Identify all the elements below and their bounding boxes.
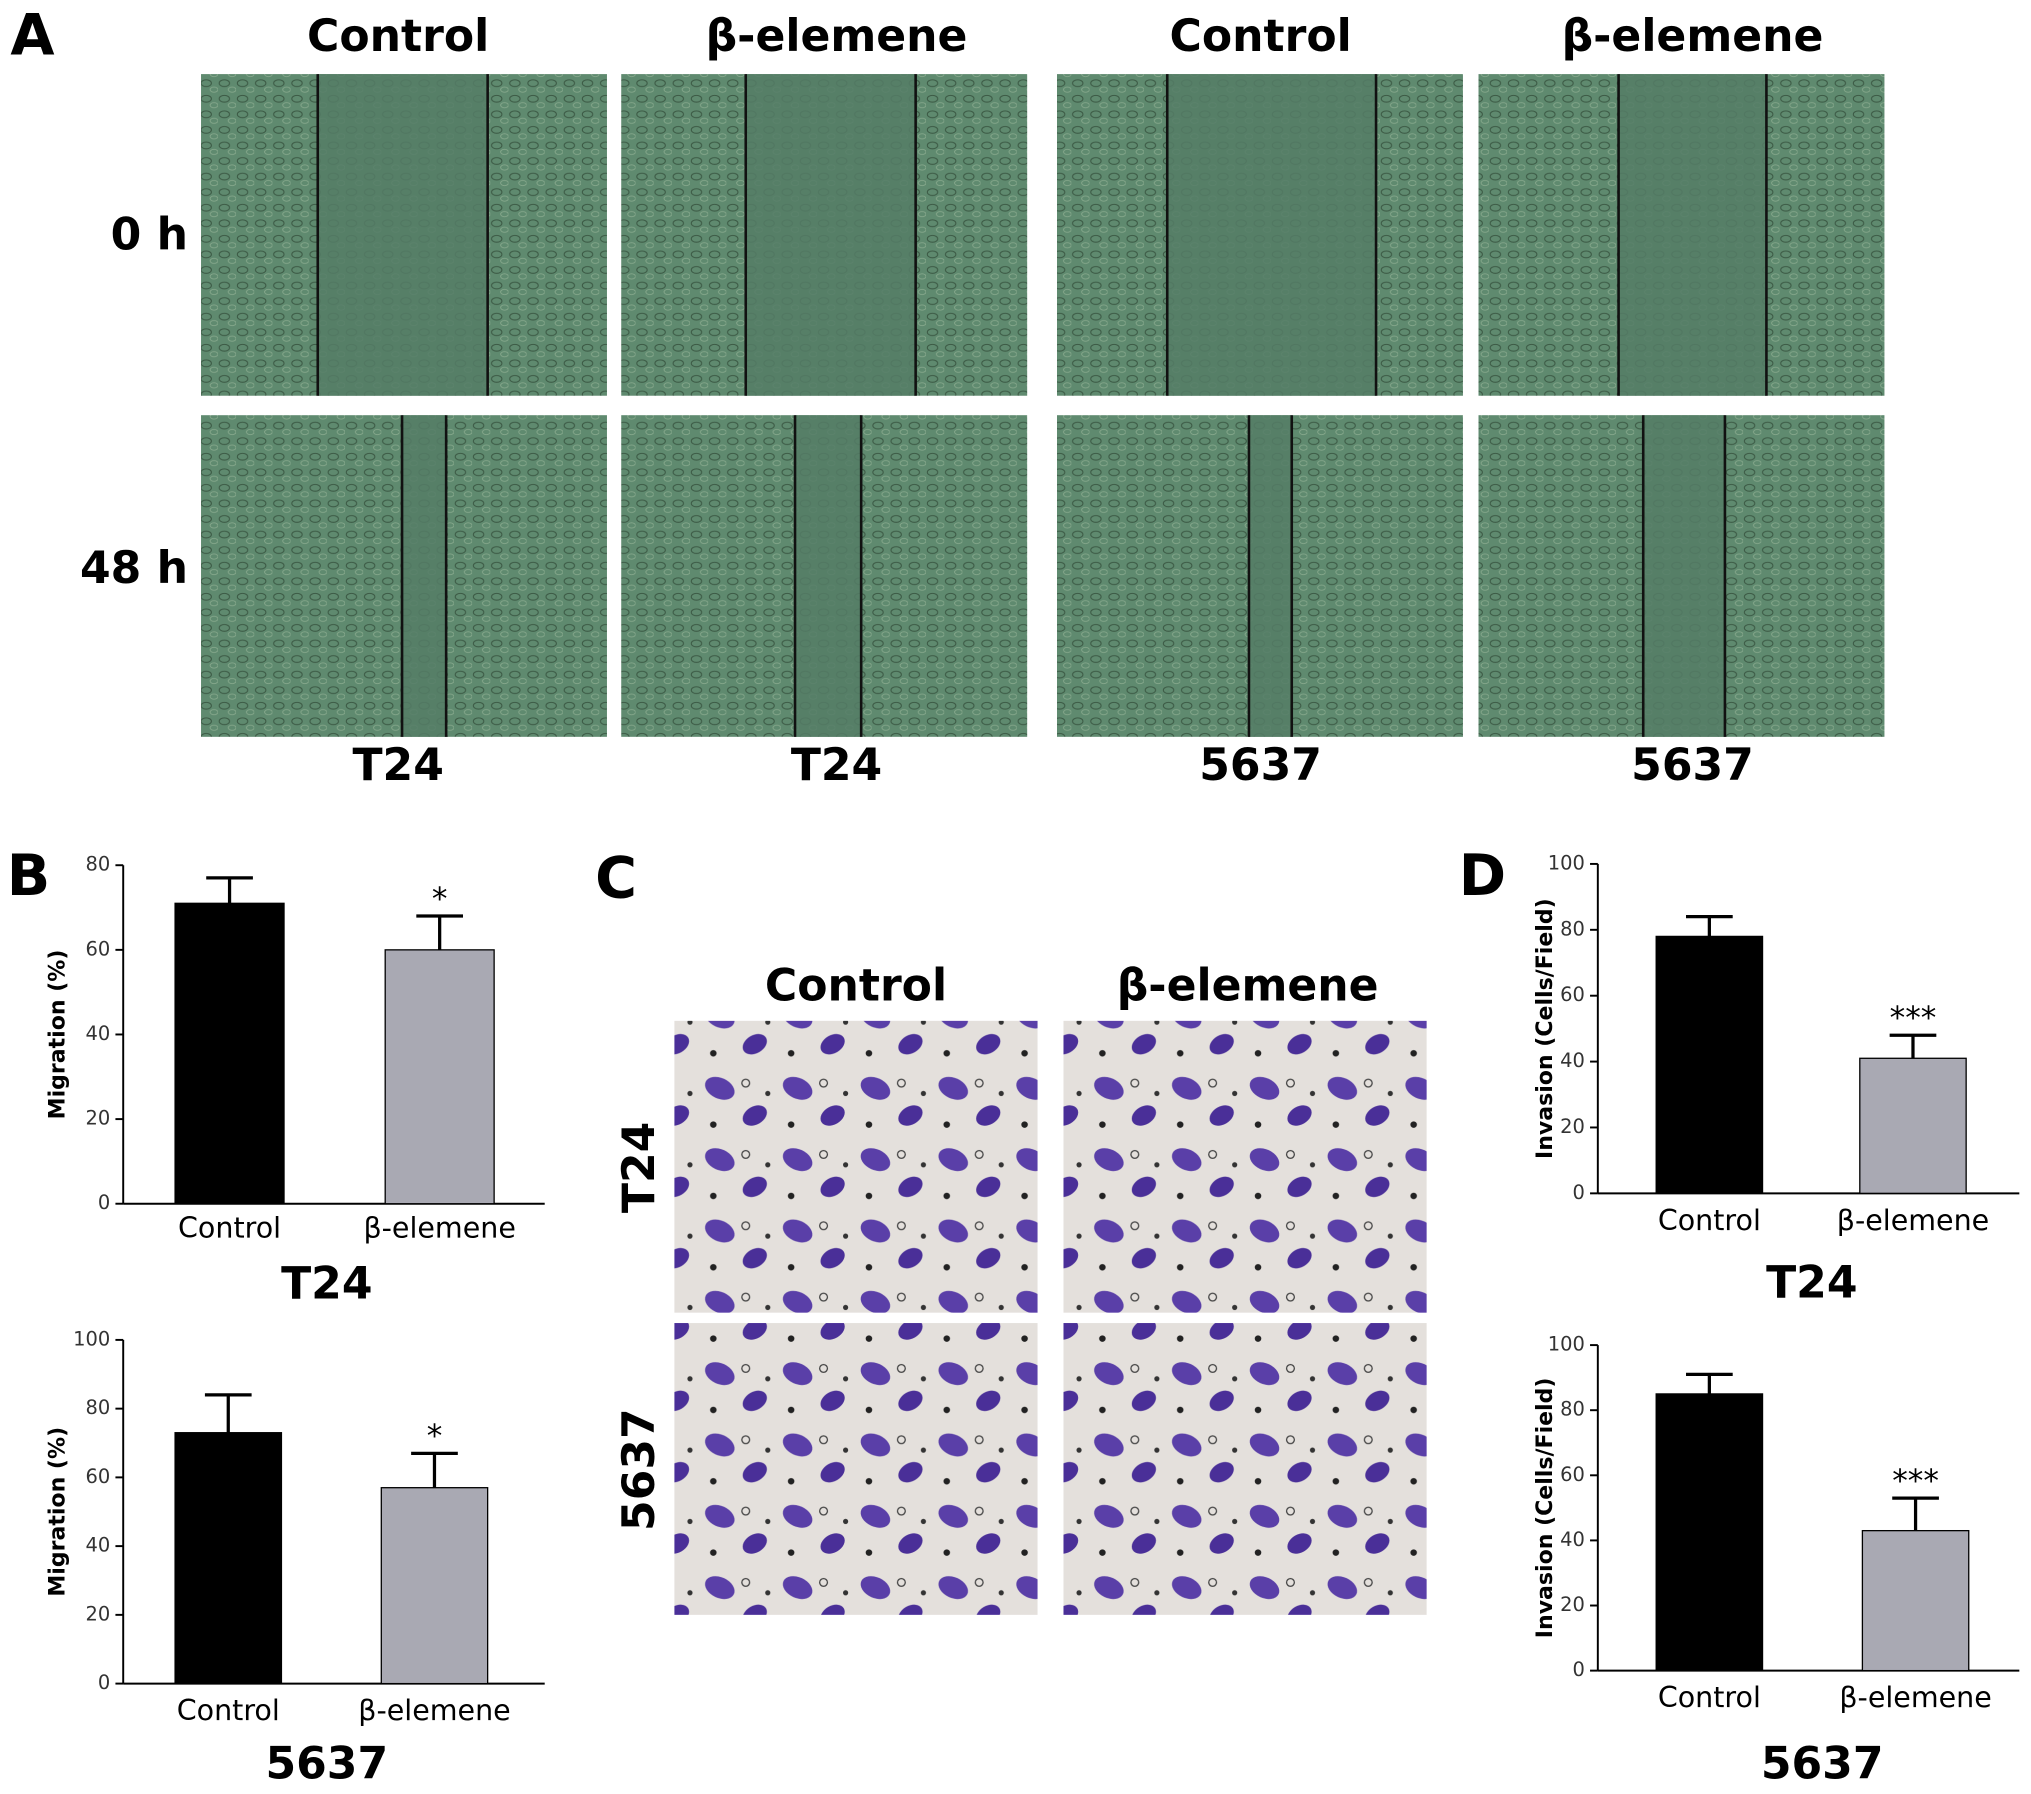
y-tick-label: 40 (1560, 1528, 1585, 1551)
error-bar (416, 914, 464, 950)
bar (174, 902, 285, 1205)
y-tick-label: 80 (1560, 1398, 1585, 1421)
significance: *** (1890, 1001, 1937, 1037)
column-caption: T24 (791, 740, 882, 791)
y-tick-label: 20 (1560, 1593, 1585, 1616)
column-header: Control (307, 11, 489, 62)
chart-title: T24 (281, 1259, 372, 1310)
error-bar (1892, 1496, 1939, 1531)
wound-area (795, 415, 862, 737)
y-tick-label: 60 (1560, 983, 1585, 1006)
bar (1655, 935, 1764, 1194)
y-tick-label: 60 (86, 937, 111, 960)
error-bar (1686, 1372, 1733, 1394)
chart-title: 5637 (1761, 1739, 1884, 1790)
wound-area (317, 74, 488, 396)
y-tick-label: 20 (1560, 1115, 1585, 1138)
micrograph (1063, 1020, 1427, 1313)
error-bar (1686, 915, 1733, 937)
column-header: β-elemene (706, 11, 968, 62)
y-tick-label: 0 (1572, 1181, 1584, 1204)
row-label: 5637 (614, 1408, 665, 1531)
significance: *** (1892, 1464, 1939, 1500)
y-tick-label: 20 (86, 1107, 111, 1130)
bar (384, 949, 495, 1205)
error-bar (204, 1393, 252, 1433)
y-axis-label: Migration (%) (45, 1427, 70, 1597)
panel-label: D (1459, 843, 1506, 909)
y-tick-label: 40 (86, 1534, 111, 1557)
wound-area (745, 74, 916, 396)
bar (1859, 1057, 1967, 1194)
y-tick-label: 100 (73, 1327, 110, 1350)
x-tick-label: Control (1658, 1681, 1761, 1714)
micrograph (674, 1020, 1038, 1313)
bar (1655, 1393, 1764, 1672)
error-bar (206, 876, 253, 904)
wound-area (402, 415, 447, 737)
y-tick-label: 0 (1572, 1658, 1584, 1681)
row-label: T24 (614, 1122, 665, 1213)
micrograph (674, 1323, 1038, 1615)
row-label: 48 h (80, 543, 188, 594)
y-axis-label: Migration (%) (45, 950, 70, 1120)
column-caption: 5637 (1199, 740, 1322, 791)
x-tick-label: β-elemene (363, 1212, 515, 1245)
column-header: Control (1170, 11, 1352, 62)
chart-title: T24 (1766, 1257, 1857, 1308)
error-bar (1889, 1033, 1937, 1059)
column-header: Control (765, 960, 947, 1011)
bar (174, 1432, 283, 1685)
panel-label: C (595, 846, 637, 912)
wound-area (1618, 74, 1767, 396)
y-tick-label: 40 (86, 1022, 111, 1045)
wound-area (1167, 74, 1377, 396)
chart-title: 5637 (265, 1739, 388, 1790)
y-tick-label: 100 (1548, 1333, 1585, 1356)
x-tick-label: β-elemene (358, 1694, 510, 1727)
column-caption: T24 (352, 740, 443, 791)
column-header: β-elemene (1562, 11, 1824, 62)
error-bar (411, 1451, 458, 1488)
y-tick-label: 80 (1560, 917, 1585, 940)
y-axis-label: Invasion (Cells/Field) (1533, 898, 1558, 1159)
row-label: 0 h (111, 210, 188, 261)
wound-area (1248, 415, 1292, 737)
y-tick-label: 100 (1548, 851, 1585, 874)
y-tick-label: 60 (1560, 1463, 1585, 1486)
y-tick-label: 80 (86, 1396, 111, 1419)
panel-label: B (7, 843, 50, 909)
micrograph (1063, 1323, 1427, 1615)
y-tick-label: 0 (98, 1671, 110, 1694)
wound-area (1643, 415, 1725, 737)
x-tick-label: Control (1658, 1204, 1761, 1237)
x-tick-label: Control (178, 1212, 281, 1245)
y-tick-label: 80 (86, 853, 111, 876)
y-axis-label: Invasion (Cells/Field) (1533, 1378, 1558, 1639)
y-tick-label: 0 (98, 1191, 110, 1214)
significance: * (427, 1419, 443, 1455)
bar (380, 1487, 489, 1685)
x-tick-label: β-elemene (1839, 1681, 1991, 1714)
bar (1861, 1529, 1970, 1672)
y-tick-label: 60 (86, 1465, 111, 1488)
significance: * (432, 881, 448, 917)
column-header: β-elemene (1117, 960, 1379, 1011)
panel-label: A (10, 3, 54, 69)
column-caption: 5637 (1631, 740, 1754, 791)
x-tick-label: β-elemene (1837, 1204, 1989, 1237)
y-tick-label: 20 (86, 1602, 111, 1625)
x-tick-label: Control (177, 1694, 280, 1727)
y-tick-label: 40 (1560, 1049, 1585, 1072)
